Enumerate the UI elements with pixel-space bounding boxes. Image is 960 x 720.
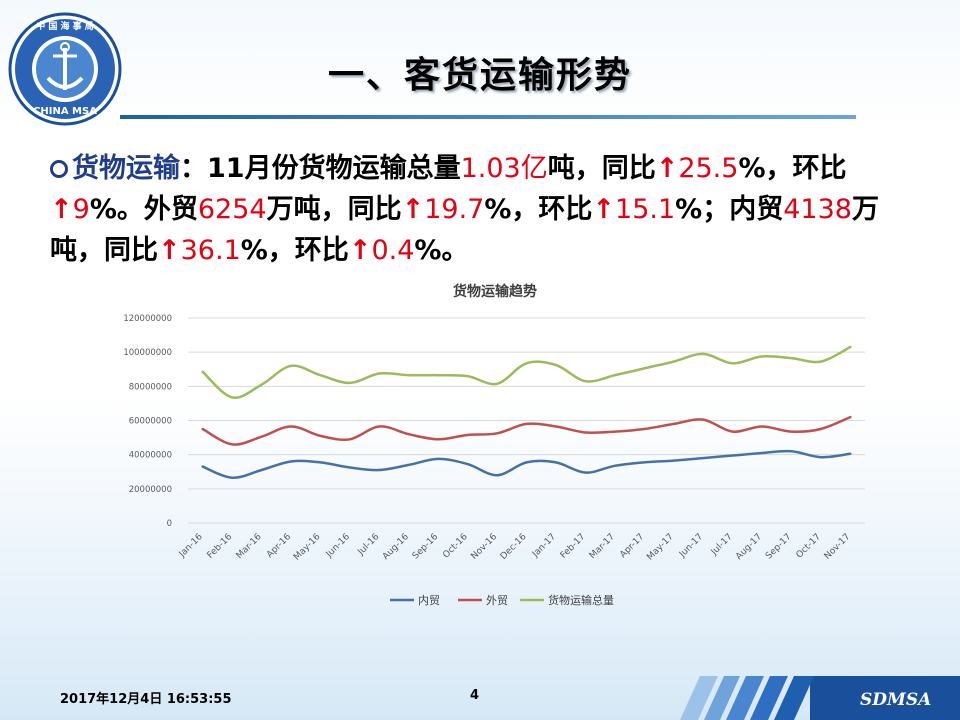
x-tick-label: Sep-17 bbox=[764, 532, 793, 561]
up-arrow-icon: ↑ bbox=[158, 235, 181, 266]
para-text: %，环比 bbox=[240, 235, 349, 266]
x-tick-label: Feb-16 bbox=[206, 532, 235, 561]
x-tick-label: May-16 bbox=[292, 532, 323, 563]
header-strip bbox=[0, 0, 960, 130]
slide-title: 一、客货运输形势 bbox=[327, 55, 632, 96]
keyword-freight: 货物运输 bbox=[72, 153, 180, 184]
x-tick-label: Nov-17 bbox=[823, 532, 853, 562]
series-line-1 bbox=[201, 449, 852, 479]
y-tick-label: 120000000 bbox=[123, 314, 172, 324]
para-text: %；内贸 bbox=[675, 194, 784, 225]
y-tick-label: 20000000 bbox=[129, 485, 172, 495]
x-tick-label: Mar-16 bbox=[235, 532, 264, 561]
value-foreign-mom: 15.1 bbox=[615, 194, 676, 225]
x-tick-label: Jun-16 bbox=[324, 532, 352, 560]
value-foreign: 6254 bbox=[197, 194, 267, 225]
freight-trend-chart: 货物运输趋势 0 20000000 40000000 60000000 80000000 1… bbox=[123, 283, 865, 607]
footer-stripes-decoration bbox=[680, 676, 960, 720]
header-divider bbox=[120, 115, 856, 119]
value-domestic-yoy: 36.1 bbox=[180, 235, 241, 266]
up-arrow-icon: ↑ bbox=[348, 235, 372, 266]
para-text: %，环比 bbox=[738, 153, 847, 184]
x-tick-label: Mar-17 bbox=[588, 532, 617, 561]
logo-bottom-text: CHINA MSA bbox=[33, 106, 97, 117]
x-tick-label: Jan-17 bbox=[530, 532, 558, 560]
up-arrow-icon: ↑ bbox=[50, 194, 73, 225]
para-text: %，环比 bbox=[484, 194, 593, 225]
y-tick-label: 60000000 bbox=[129, 417, 172, 427]
legend-label: 货物运输总量 bbox=[548, 593, 614, 607]
logo-top-text: 中 国 海 事 局 bbox=[36, 20, 94, 32]
x-tick-label: Sep-16 bbox=[411, 532, 441, 562]
para-text: 万吨，同比 bbox=[266, 194, 402, 225]
chart-title: 货物运输趋势 bbox=[452, 283, 537, 300]
x-tick-label: Jan-16 bbox=[177, 532, 205, 560]
page-number: 4 bbox=[470, 688, 480, 703]
y-tick-label: 40000000 bbox=[129, 451, 172, 461]
value-total-yoy: 25.5 bbox=[678, 153, 739, 184]
x-tick-label: Oct-16 bbox=[441, 532, 470, 561]
x-tick-label: Apr-16 bbox=[265, 532, 293, 560]
x-tick-label: May-17 bbox=[645, 532, 676, 563]
para-text: 万吨，同比 bbox=[50, 194, 879, 266]
para-text: 吨，同比 bbox=[547, 153, 656, 184]
x-tick-label: Jun-17 bbox=[677, 532, 705, 560]
x-tick-label: Aug-17 bbox=[734, 532, 764, 562]
up-arrow-icon: ↑ bbox=[655, 153, 679, 184]
x-tick-label: Jul-17 bbox=[709, 532, 735, 558]
legend-label: 内贸 bbox=[418, 593, 440, 607]
footer-date: 2017年12月4日 16:53:55 bbox=[60, 692, 232, 707]
value-domestic-mom: 0.4 bbox=[371, 235, 415, 266]
value-total-mom: 9 bbox=[72, 194, 90, 225]
legend-label: 外贸 bbox=[486, 594, 508, 607]
up-arrow-icon: ↑ bbox=[401, 194, 425, 225]
x-tick-label: Nov-16 bbox=[469, 532, 499, 562]
value-domestic: 4138 bbox=[783, 194, 852, 225]
y-tick-label: 80000000 bbox=[129, 382, 172, 392]
x-tick-label: Dec-16 bbox=[499, 532, 529, 562]
x-tick-label: Feb-17 bbox=[559, 532, 588, 561]
value-foreign-yoy: 19.7 bbox=[424, 194, 485, 225]
series-line-3 bbox=[201, 345, 852, 399]
up-arrow-icon: ↑ bbox=[592, 194, 616, 225]
bullet-ring-icon bbox=[50, 160, 68, 178]
x-tick-label: Jul-16 bbox=[356, 532, 382, 558]
series-line-2 bbox=[201, 415, 852, 446]
y-tick-label: 100000000 bbox=[123, 348, 172, 358]
para-text: %。 bbox=[414, 235, 469, 266]
x-tick-label: Apr-17 bbox=[618, 532, 646, 560]
x-tick-label: Oct-17 bbox=[794, 532, 822, 560]
y-tick-label: 0 bbox=[167, 519, 172, 529]
para-text: ：11月份货物运输总量 bbox=[180, 153, 461, 184]
para-text: %。外贸 bbox=[89, 194, 198, 225]
x-tick-label: Aug-16 bbox=[381, 532, 411, 562]
china-msa-logo: 中 国 海 事 局 CHINA MSA bbox=[8, 12, 122, 126]
footer-brand: SDMSA bbox=[860, 690, 932, 710]
value-total: 1.03亿 bbox=[460, 153, 548, 184]
freight-summary-paragraph: 货物运输：11月份货物运输总量1.03亿吨，同比↑25.5%，环比↑9%。外贸6… bbox=[50, 148, 920, 271]
